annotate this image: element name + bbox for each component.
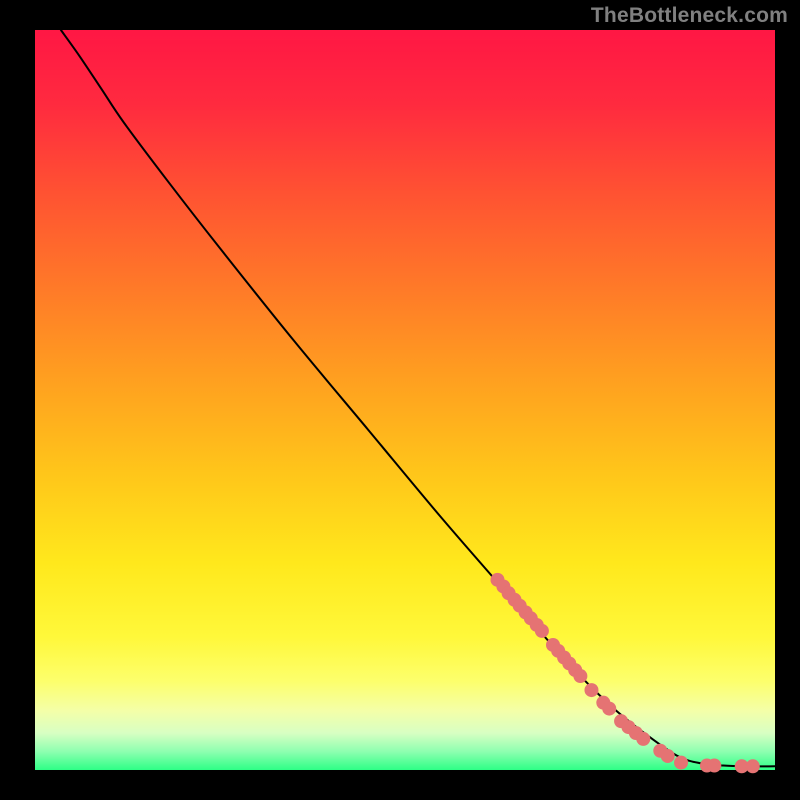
data-point-marker <box>584 683 598 697</box>
data-point-marker <box>535 624 549 638</box>
data-point-marker <box>707 759 721 773</box>
data-point-marker <box>746 759 760 773</box>
data-point-marker <box>636 732 650 746</box>
plot-gradient-background <box>35 30 775 770</box>
data-point-marker <box>661 749 675 763</box>
data-point-marker <box>602 702 616 716</box>
chart-stage: TheBottleneck.com <box>0 0 800 800</box>
data-point-marker <box>674 756 688 770</box>
watermark-label: TheBottleneck.com <box>591 4 788 28</box>
chart-svg <box>0 0 800 800</box>
data-point-marker <box>573 669 587 683</box>
